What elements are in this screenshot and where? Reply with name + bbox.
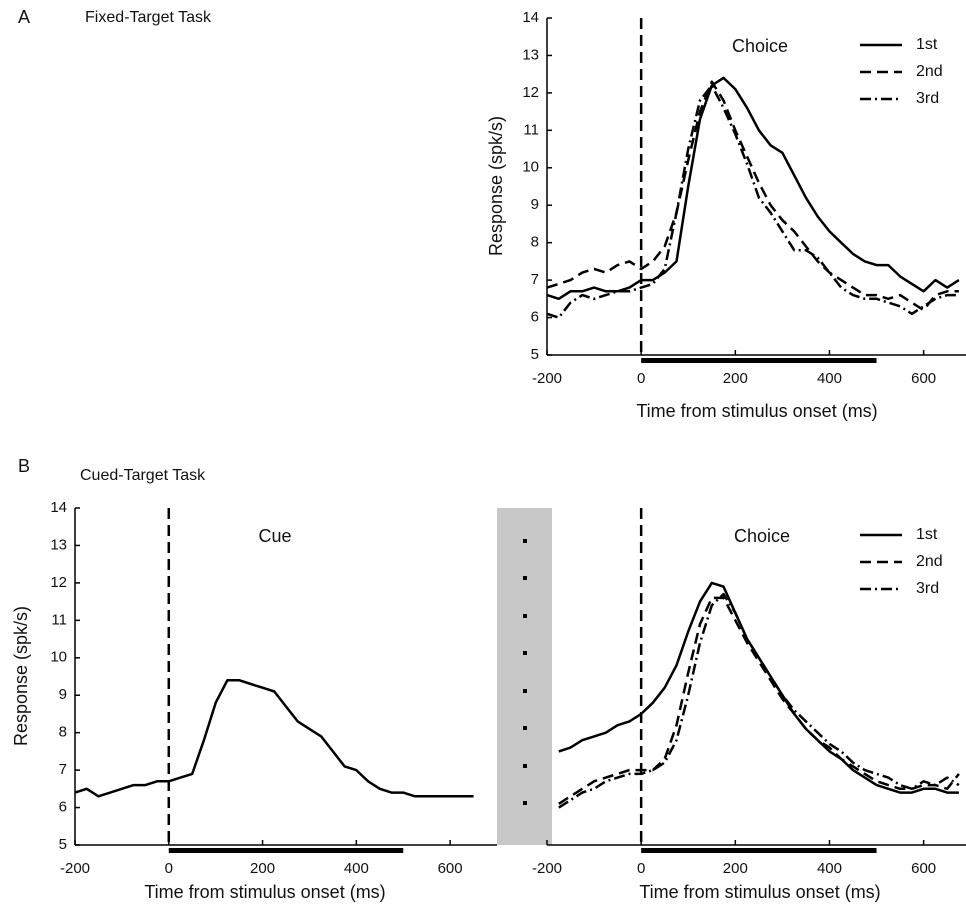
x-tick-label: 600 bbox=[438, 860, 463, 877]
epoch-label: Choice bbox=[734, 526, 790, 546]
y-tick-label: 5 bbox=[531, 346, 539, 363]
y-tick-label: 11 bbox=[523, 121, 539, 138]
x-tick-label: 600 bbox=[911, 860, 936, 877]
y-tick-label: 9 bbox=[531, 196, 539, 213]
x-tick-label: 0 bbox=[637, 370, 645, 387]
y-tick-label: 9 bbox=[59, 686, 67, 703]
legend-label: 2nd bbox=[916, 553, 943, 570]
panel-title: Cued-Target Task bbox=[80, 467, 206, 484]
y-tick-label: 6 bbox=[59, 799, 67, 816]
y-tick-label: 7 bbox=[59, 761, 67, 778]
x-tick-label: 0 bbox=[637, 860, 645, 877]
epoch-label: Choice bbox=[732, 36, 788, 56]
x-tick-label: 0 bbox=[165, 860, 173, 877]
data-line bbox=[558, 581, 959, 794]
legend-label: 2nd bbox=[916, 63, 943, 80]
x-axis-label: Time from stimulus onset (ms) bbox=[144, 882, 385, 902]
y-tick-label: 12 bbox=[522, 84, 539, 101]
legend-label: 3rd bbox=[916, 580, 939, 597]
legend-label: 1st bbox=[916, 36, 938, 53]
y-tick-label: 5 bbox=[59, 836, 67, 853]
y-tick-label: 11 bbox=[51, 611, 67, 628]
y-axis-label: Response (spk/s) bbox=[11, 606, 31, 746]
y-tick-label: 7 bbox=[531, 271, 539, 288]
data-line bbox=[74, 678, 474, 798]
stimulus-bar bbox=[641, 358, 877, 363]
y-tick-label: 12 bbox=[50, 574, 67, 591]
y-axis-label: Response (spk/s) bbox=[486, 116, 506, 256]
break-dots bbox=[523, 539, 527, 805]
x-tick-label: -200 bbox=[532, 860, 562, 877]
data-line bbox=[546, 76, 960, 301]
x-tick-label: 200 bbox=[250, 860, 275, 877]
x-tick-label: 400 bbox=[344, 860, 369, 877]
stimulus-bar bbox=[641, 848, 877, 853]
legend-label: 3rd bbox=[916, 90, 939, 107]
y-tick-label: 13 bbox=[522, 46, 539, 63]
x-tick-label: 200 bbox=[723, 370, 748, 387]
x-axis-label: Time from stimulus onset (ms) bbox=[639, 882, 880, 902]
y-tick-label: 6 bbox=[531, 309, 539, 326]
data-line bbox=[558, 592, 960, 809]
data-line bbox=[546, 84, 959, 319]
x-tick-label: 200 bbox=[723, 860, 748, 877]
x-tick-label: 400 bbox=[817, 860, 842, 877]
y-tick-label: 8 bbox=[531, 234, 539, 251]
x-tick-label: -200 bbox=[60, 860, 90, 877]
epoch-label: Cue bbox=[258, 526, 291, 546]
x-tick-label: 400 bbox=[817, 370, 842, 387]
x-tick-label: 600 bbox=[911, 370, 936, 387]
y-tick-label: 13 bbox=[50, 536, 67, 553]
panel-title: Fixed-Target Task bbox=[85, 9, 212, 26]
y-tick-label: 10 bbox=[522, 159, 539, 176]
x-tick-label: -200 bbox=[532, 370, 562, 387]
data-line bbox=[546, 80, 959, 312]
y-tick-label: 10 bbox=[50, 649, 67, 666]
x-axis-label: Time from stimulus onset (ms) bbox=[636, 401, 877, 421]
panel-label: B bbox=[18, 456, 30, 476]
panel-label: A bbox=[18, 7, 30, 27]
y-tick-label: 14 bbox=[50, 499, 67, 516]
y-tick-label: 14 bbox=[522, 9, 539, 26]
y-tick-label: 8 bbox=[59, 724, 67, 741]
legend-label: 1st bbox=[916, 526, 938, 543]
break-band bbox=[497, 508, 552, 845]
stimulus-bar bbox=[168, 848, 404, 853]
data-line bbox=[558, 596, 960, 805]
